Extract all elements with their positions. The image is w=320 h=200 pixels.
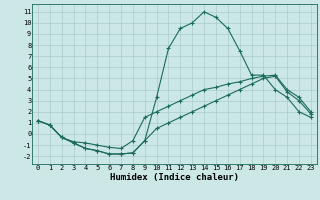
X-axis label: Humidex (Indice chaleur): Humidex (Indice chaleur) xyxy=(110,173,239,182)
